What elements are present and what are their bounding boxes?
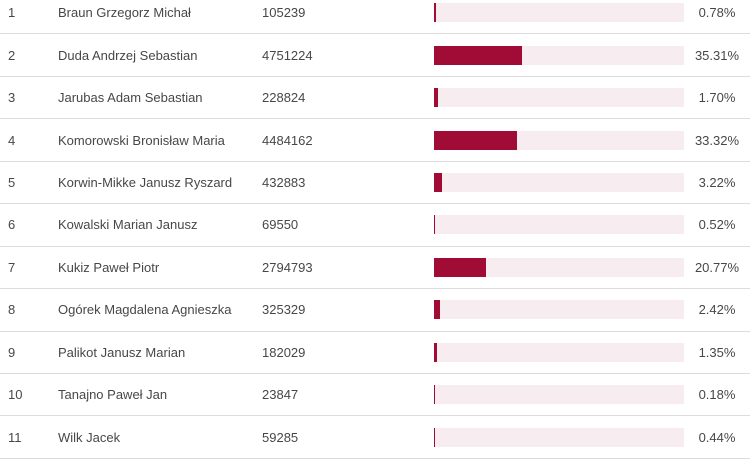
percent-label: 2.42% [698,302,736,318]
percent-bar-track [434,342,684,362]
rank-label: 10 [8,387,23,403]
table-row: 10 Tanajno Paweł Jan 23847 0.18% [0,374,750,417]
percent-bar-track [434,130,684,150]
percent-bar-track [434,172,684,192]
percent-label: 1.35% [698,344,736,360]
rank-label: 6 [8,217,16,233]
candidate-name: Palikot Janusz Marian [58,344,186,360]
candidate-name: Komorowski Bronisław Maria [58,132,225,148]
percent-bar-fill [434,342,438,362]
percent-label: 0.44% [698,429,736,445]
percent-bar-cell [434,88,684,108]
percent-label: 0.78% [698,5,736,21]
percent-bar-fill [434,45,523,65]
percent-label: 35.31% [694,47,740,63]
vote-count: 325329 [262,302,306,318]
percent-label: 1.70% [698,90,736,106]
percent-bar-track [434,215,684,235]
candidate-name: Korwin-Mikke Janusz Ryszard [58,174,233,190]
percent-bar-cell [434,385,684,405]
percent-bar-cell [434,300,684,320]
table-row: 4 Komorowski Bronisław Maria 4484162 33.… [0,119,750,162]
vote-count: 59285 [262,429,299,445]
table-row: 11 Wilk Jacek 59285 0.44% [0,416,750,459]
percent-bar-fill [434,172,443,192]
rank-label: 1 [8,5,16,21]
rank-label: 7 [8,259,16,275]
percent-label: 33.32% [694,132,740,148]
percent-bar-fill [434,427,436,447]
candidate-name: Kukiz Paweł Piotr [58,259,160,275]
candidate-name: Tanajno Paweł Jan [58,387,168,403]
vote-count: 432883 [262,174,306,190]
table-row: 8 Ogórek Magdalena Agnieszka 325329 2.42… [0,289,750,332]
percent-bar-track [434,88,684,108]
percent-bar-track [434,257,684,277]
rank-label: 2 [8,47,16,63]
percent-bar-cell [434,215,684,235]
candidate-name: Kowalski Marian Janusz [58,217,198,233]
vote-count: 2794793 [262,259,313,275]
percent-label: 3.22% [698,174,736,190]
table-row: 3 Jarubas Adam Sebastian 228824 1.70% [0,77,750,120]
percent-bar-cell [434,427,684,447]
rank-label: 11 [8,429,22,445]
percent-bar-fill [434,3,436,23]
rank-label: 8 [8,302,16,318]
table-row: 7 Kukiz Paweł Piotr 2794793 20.77% [0,247,750,290]
vote-count: 69550 [262,217,299,233]
candidate-name: Jarubas Adam Sebastian [58,90,203,106]
candidate-name: Braun Grzegorz Michał [58,5,191,21]
percent-bar-cell [434,45,684,65]
rank-label: 4 [8,132,16,148]
percent-bar-cell [434,172,684,192]
percent-bar-track [434,300,684,320]
percent-bar-track [434,385,684,405]
table-row: 6 Kowalski Marian Janusz 69550 0.52% [0,204,750,247]
candidate-name: Ogórek Magdalena Agnieszka [58,302,232,318]
percent-bar-track [434,427,684,447]
vote-count: 105239 [262,5,306,21]
table-row: 2 Duda Andrzej Sebastian 4751224 35.31% [0,34,750,77]
candidate-name: Duda Andrzej Sebastian [58,47,198,63]
rank-label: 5 [8,174,16,190]
table-row: 1 Braun Grzegorz Michał 105239 0.78% [0,0,750,35]
table-row: 5 Korwin-Mikke Janusz Ryszard 432883 3.2… [0,162,750,205]
rank-label: 9 [8,344,16,360]
percent-label: 20.77% [694,259,740,275]
rank-label: 3 [8,90,16,106]
percent-bar-fill [434,88,439,108]
percent-label: 0.18% [698,387,736,403]
percent-bar-fill [434,130,518,150]
vote-count: 182029 [262,344,306,360]
candidate-name: Wilk Jacek [58,429,121,445]
percent-bar-track [434,45,684,65]
percent-bar-fill [434,215,436,235]
percent-bar-cell [434,257,684,277]
vote-count: 23847 [262,387,299,403]
percent-bar-cell [434,342,684,362]
percent-label: 0.52% [698,217,736,233]
percent-bar-fill [434,300,441,320]
percent-bar-cell [434,130,684,150]
percent-bar-cell [434,3,684,23]
percent-bar-fill [434,257,486,277]
percent-bar-track [434,3,684,23]
table-row: 9 Palikot Janusz Marian 182029 1.35% [0,332,750,374]
vote-count: 4751224 [262,47,313,63]
vote-count: 228824 [262,90,306,106]
vote-count: 4484162 [262,132,313,148]
